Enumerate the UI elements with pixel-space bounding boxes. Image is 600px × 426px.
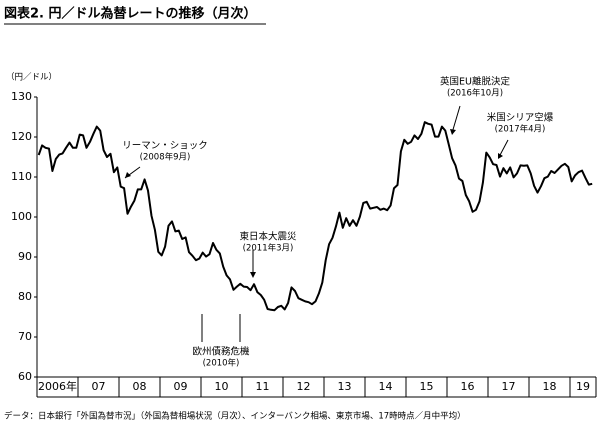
x-tick-label: 19: [576, 380, 590, 393]
annotation-date: (2016年10月): [447, 88, 503, 99]
arrowheads: [125, 129, 503, 278]
x-tick-label: 15: [420, 380, 434, 393]
annotation-label: リーマン・ショック: [122, 141, 208, 152]
x-tick-label: 17: [502, 380, 516, 393]
y-tick-label: 90: [18, 250, 32, 263]
y-tick-label: 70: [18, 330, 32, 343]
x-tick-label: 07: [92, 380, 106, 393]
annotation-label: 欧州債務危機: [192, 346, 250, 358]
annotation-label: 東日本大震災: [239, 231, 297, 243]
series-line: [37, 121, 593, 312]
y-tick-label: 130: [11, 90, 32, 103]
y-tick-label: 110: [11, 170, 32, 183]
y-axis-label: （円／ドル）: [6, 72, 57, 83]
x-tick-label: 11: [256, 380, 270, 393]
annotation-label: 英国EU離脱決定: [440, 76, 510, 88]
annotation-date: (2010年): [203, 358, 240, 369]
y-tick-label: 120: [11, 130, 32, 143]
x-tick-label: 16: [461, 380, 475, 393]
annotation-date: (2017年4月): [495, 124, 546, 135]
y-tick-label: 100: [11, 210, 32, 223]
arrowhead: [250, 272, 256, 278]
annotation-date: (2008年9月): [140, 152, 191, 163]
arrow: [498, 139, 509, 158]
x-tick-label: 12: [297, 380, 311, 393]
x-tick-label: 14: [379, 380, 393, 393]
annotation-date: (2011年3月): [243, 243, 294, 254]
annotation-label: 米国シリア空爆: [487, 112, 554, 124]
x-tick-label: 2006年: [38, 379, 77, 393]
x-tick-label: 13: [338, 380, 352, 393]
arrows: [124, 105, 509, 342]
arrowhead: [450, 129, 456, 135]
marker-lines: [201, 314, 241, 342]
x-tick-label: 09: [174, 380, 188, 393]
x-tick-label: 18: [543, 380, 557, 393]
chart-title: 図表2. 円／ドル為替レートの推移（月次）: [4, 6, 257, 22]
arrow: [451, 105, 461, 134]
source: データ：日本銀行「外国為替市況」（外国為替相場状況（月次）、インターバンク相場、…: [4, 411, 466, 422]
x-tick-label: 08: [133, 380, 147, 393]
arrowhead: [125, 172, 131, 178]
x-tick-label: 10: [215, 380, 229, 393]
arrowhead: [498, 153, 503, 159]
y-tick-label: 60: [18, 370, 32, 383]
y-tick-label: 80: [18, 290, 32, 303]
